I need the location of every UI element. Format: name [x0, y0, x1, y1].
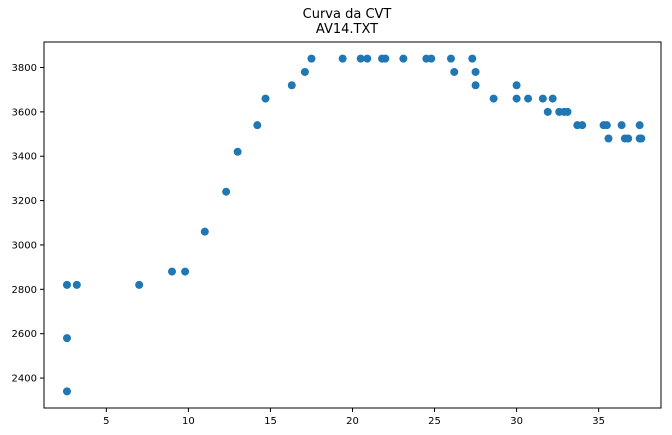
data-point — [222, 187, 231, 196]
plot-area-frame — [43, 41, 662, 409]
y-tick-label: 2800 — [12, 285, 37, 296]
x-tick-label: 25 — [428, 416, 441, 427]
data-point — [363, 54, 372, 63]
data-point — [446, 54, 455, 63]
chart-subtitle: AV14.TXT — [316, 22, 378, 37]
data-point — [468, 54, 477, 63]
data-point — [602, 121, 611, 130]
data-point — [512, 81, 521, 90]
data-point — [261, 94, 270, 103]
data-point — [637, 134, 646, 143]
data-point — [253, 121, 262, 130]
chart-title: Curva da CVT — [303, 7, 392, 22]
x-axis: 5 10 15 20 25 30 35 — [103, 408, 605, 427]
data-point — [538, 94, 547, 103]
data-point — [72, 280, 81, 289]
data-point — [381, 54, 390, 63]
data-point — [604, 134, 613, 143]
data-point — [578, 121, 587, 130]
x-tick-label: 10 — [182, 416, 195, 427]
x-tick-label: 5 — [103, 416, 109, 427]
data-point — [543, 107, 552, 116]
data-point — [635, 121, 644, 130]
data-point — [62, 334, 71, 343]
x-tick-label: 15 — [264, 416, 277, 427]
data-point — [548, 94, 557, 103]
y-tick-label: 2600 — [12, 329, 37, 340]
data-point — [563, 107, 572, 116]
x-tick-label: 35 — [592, 416, 605, 427]
data-point — [167, 267, 176, 276]
data-point — [399, 54, 408, 63]
y-axis: 2400 2600 2800 3000 3200 3400 3600 3800 — [12, 63, 44, 385]
y-tick-label: 3200 — [12, 196, 37, 207]
data-point — [338, 54, 347, 63]
data-point — [356, 54, 365, 63]
data-point — [62, 280, 71, 289]
data-point — [524, 94, 533, 103]
data-point — [617, 121, 626, 130]
data-point — [471, 81, 480, 90]
data-point — [200, 227, 209, 236]
data-point — [62, 387, 71, 396]
y-tick-label: 3600 — [12, 107, 37, 118]
data-point — [624, 134, 633, 143]
data-point — [450, 67, 459, 76]
data-point — [181, 267, 190, 276]
y-tick-label: 3400 — [12, 152, 37, 163]
data-point — [471, 67, 480, 76]
data-points — [62, 54, 646, 396]
data-point — [135, 280, 144, 289]
data-point — [489, 94, 498, 103]
y-tick-label: 3800 — [12, 63, 37, 74]
data-point — [512, 94, 521, 103]
data-point — [287, 81, 296, 90]
data-point — [427, 54, 436, 63]
y-tick-label: 2400 — [12, 374, 37, 385]
data-point — [300, 67, 309, 76]
x-tick-label: 20 — [346, 416, 359, 427]
y-tick-label: 3000 — [12, 240, 37, 251]
data-point — [307, 54, 316, 63]
data-point — [233, 147, 242, 156]
x-tick-label: 30 — [510, 416, 523, 427]
